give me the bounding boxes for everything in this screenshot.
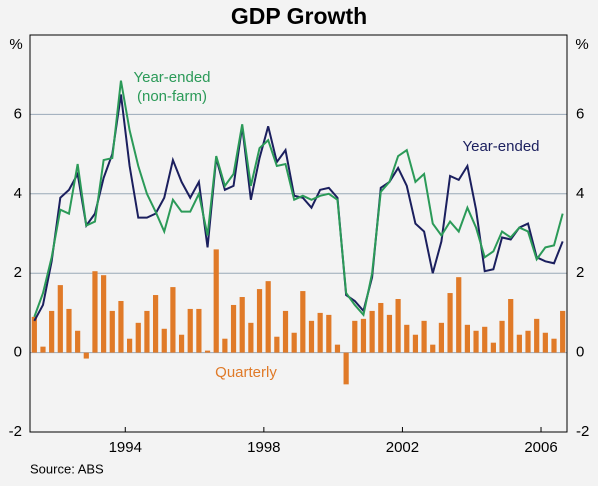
y-tick-label: -2 xyxy=(9,423,22,440)
bar xyxy=(144,310,150,353)
y-tick-label-right: 2 xyxy=(576,264,584,281)
bar xyxy=(534,318,540,353)
bar xyxy=(101,275,107,353)
bar xyxy=(256,289,263,353)
bar xyxy=(456,277,462,353)
bar xyxy=(369,310,375,353)
bar xyxy=(378,302,384,353)
bar xyxy=(40,346,46,353)
bar xyxy=(317,312,323,353)
bar xyxy=(49,310,55,353)
y-tick-label: 4 xyxy=(14,185,22,202)
bar xyxy=(170,287,176,353)
bar xyxy=(438,322,445,353)
bar xyxy=(404,324,410,353)
bar xyxy=(127,338,133,353)
bar xyxy=(152,295,159,353)
bar xyxy=(282,310,289,353)
y-unit-left: % xyxy=(9,36,22,53)
bar xyxy=(421,320,427,353)
bar xyxy=(213,249,219,353)
series-label-nonfarm: Year-ended (non-farm) xyxy=(133,69,211,105)
y-tick-label: 0 xyxy=(14,344,22,361)
bar xyxy=(31,316,37,353)
bar xyxy=(57,285,63,353)
bar xyxy=(291,332,297,353)
bar xyxy=(447,293,453,353)
bar xyxy=(118,300,124,353)
bar xyxy=(360,318,367,353)
y-tick-label: 2 xyxy=(14,264,22,281)
chart-title: GDP Growth xyxy=(231,3,367,29)
bar xyxy=(525,330,531,353)
bar xyxy=(196,308,202,353)
bar xyxy=(482,326,488,353)
bar xyxy=(308,320,315,353)
bar xyxy=(343,352,349,385)
y-tick-label-right: 0 xyxy=(576,344,584,361)
bar xyxy=(274,336,280,353)
bar xyxy=(230,304,237,353)
bar xyxy=(490,342,496,353)
bar xyxy=(352,320,358,353)
bar xyxy=(464,324,470,353)
source: Source: ABS xyxy=(30,461,104,476)
y-tick-label-right: -2 xyxy=(576,423,589,440)
bar xyxy=(508,299,514,353)
bar xyxy=(395,299,401,353)
bar xyxy=(161,328,167,353)
x-tick-label: 1994 xyxy=(109,439,142,456)
x-tick-label: 2006 xyxy=(524,439,557,456)
plot-frame xyxy=(29,34,568,433)
x-tick-label: 2002 xyxy=(386,439,419,456)
y-tick-label-right: 4 xyxy=(576,185,584,202)
bar xyxy=(248,322,254,353)
bar xyxy=(66,308,72,353)
x-tick-label: 1998 xyxy=(247,439,280,456)
bar xyxy=(499,320,505,353)
bar xyxy=(135,322,141,353)
y-tick-label: 6 xyxy=(14,105,22,122)
y-tick-label-right: 6 xyxy=(576,105,584,122)
bar xyxy=(473,330,479,353)
bar xyxy=(83,352,89,359)
bar xyxy=(542,332,548,353)
bar xyxy=(204,350,211,353)
bar xyxy=(516,334,522,353)
bar xyxy=(75,330,81,353)
bar xyxy=(326,314,332,353)
series-label-year-ended: Year-ended xyxy=(462,138,540,155)
bar xyxy=(239,297,245,353)
bar xyxy=(109,310,115,353)
bar xyxy=(412,334,419,353)
bar xyxy=(92,271,98,353)
y-unit-right: % xyxy=(575,36,588,53)
bar xyxy=(178,334,185,353)
bar xyxy=(265,281,271,353)
bars-label: Quarterly xyxy=(215,364,277,381)
bar xyxy=(430,344,436,353)
bar xyxy=(187,308,193,353)
line-series xyxy=(33,80,564,318)
bar xyxy=(386,314,393,353)
bar xyxy=(334,344,341,353)
bar xyxy=(560,310,566,353)
bar xyxy=(300,291,306,353)
line-series xyxy=(33,94,564,322)
bar xyxy=(222,338,228,353)
bar xyxy=(551,338,557,353)
